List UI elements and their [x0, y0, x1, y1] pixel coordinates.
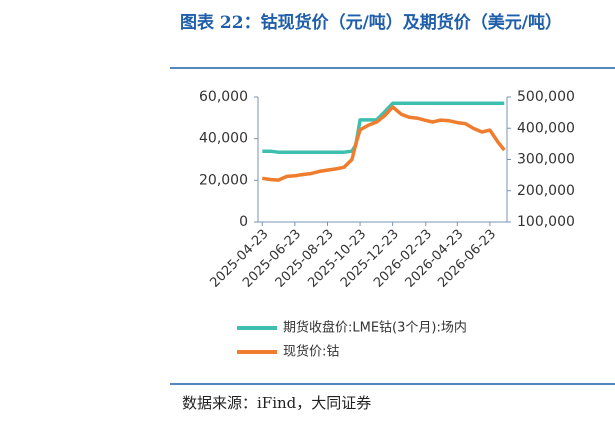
chart-title: 图表 22：钴现货价（元/吨）及期货价（美元/吨） [180, 13, 562, 33]
y-tick-label: 60,000 [199, 89, 248, 105]
source-note: 数据来源：iFind，大同证券 [182, 394, 372, 412]
y2-tick-label: 200,000 [517, 183, 575, 199]
legend-label: 现货价:钴 [283, 344, 339, 360]
series-line [262, 101, 505, 154]
y2-tick-label: 100,000 [517, 214, 575, 230]
y-tick-label: 20,000 [199, 172, 248, 188]
series-line [262, 105, 506, 182]
y2-tick-label: 400,000 [517, 120, 575, 136]
y2-tick-label: 500,000 [517, 89, 575, 105]
legend-label: 期货收盘价:LME钴(3个月):场内 [283, 320, 467, 336]
y-tick-label: 0 [239, 214, 248, 230]
y2-tick-label: 300,000 [517, 152, 575, 168]
y-tick-label: 40,000 [199, 131, 248, 147]
